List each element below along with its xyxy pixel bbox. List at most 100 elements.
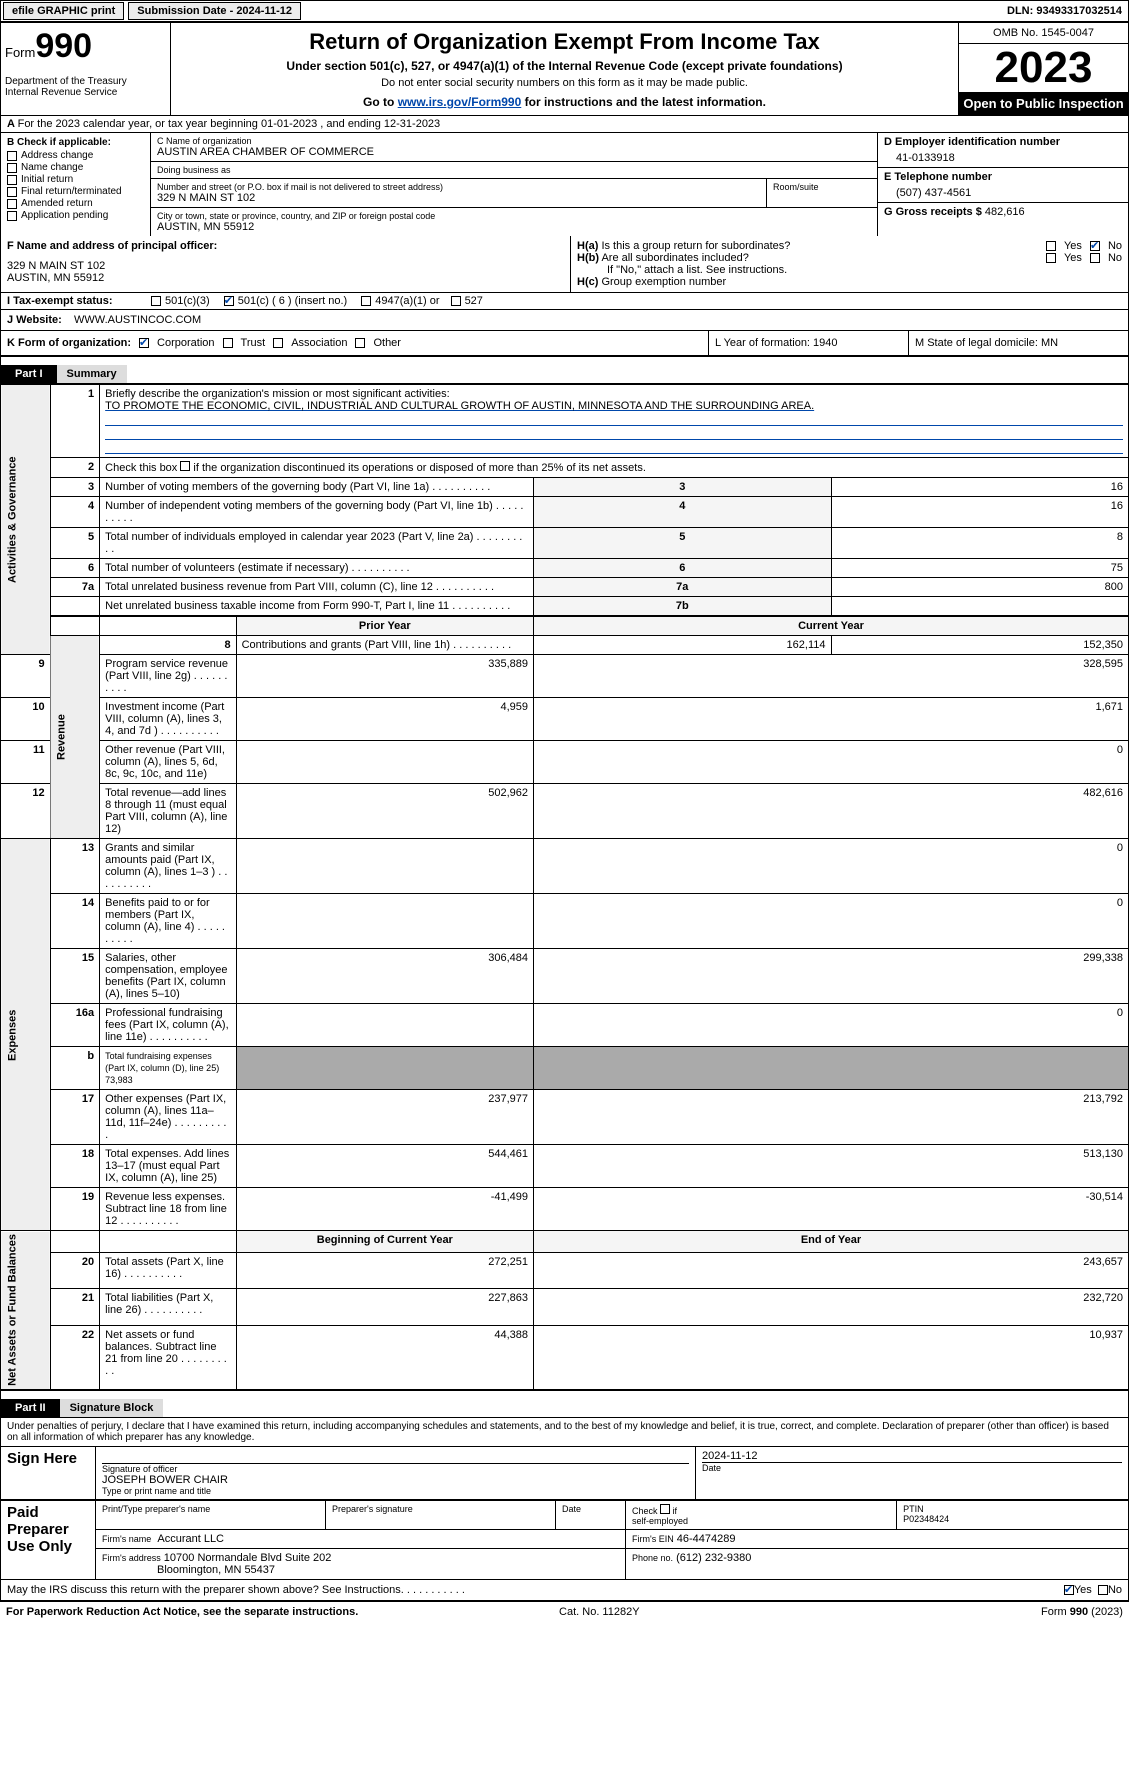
amt-prior: 502,962 <box>236 784 533 839</box>
ptin-value: P02348424 <box>903 1514 949 1524</box>
hb-yes-checkbox[interactable] <box>1046 253 1056 263</box>
amt-curr: 0 <box>534 1004 1129 1047</box>
date-label: Date <box>702 1463 1122 1473</box>
ha-no-checkbox[interactable] <box>1090 241 1100 251</box>
amt-curr: -30,514 <box>534 1188 1129 1231</box>
amt-prior: 227,863 <box>236 1289 533 1325</box>
chk-name-change[interactable]: Name change <box>7 162 144 173</box>
city-label: City or town, state or province, country… <box>157 211 871 221</box>
j-label: J Website: <box>7 314 62 326</box>
section-c: C Name of organization AUSTIN AREA CHAMB… <box>151 133 878 236</box>
room-label: Room/suite <box>773 182 871 192</box>
signature-table: Sign Here Signature of officer JOSEPH BO… <box>0 1446 1129 1500</box>
irs-link[interactable]: www.irs.gov/Form990 <box>398 95 522 109</box>
line-a-text: For the 2023 calendar year, or tax year … <box>18 118 441 130</box>
section-h: H(a) Is this a group return for subordin… <box>571 236 1128 292</box>
discuss-yes-checkbox[interactable] <box>1064 1585 1074 1595</box>
firm-ein: 46-4474289 <box>677 1533 736 1545</box>
firm-addr1: 10700 Normandale Blvd Suite 202 <box>164 1552 332 1564</box>
hb-no-checkbox[interactable] <box>1090 253 1100 263</box>
gov-row: 6Total number of volunteers (estimate if… <box>1 559 1129 578</box>
row-val <box>831 597 1129 617</box>
discuss-no-checkbox[interactable] <box>1098 1585 1108 1595</box>
row-text: Grants and similar amounts paid (Part IX… <box>100 839 236 894</box>
chk-527[interactable] <box>451 296 461 306</box>
chk-application-pending[interactable]: Application pending <box>7 210 144 221</box>
section-d-e-g: D Employer identification number 41-0133… <box>878 133 1128 236</box>
gov-row: 5Total number of individuals employed in… <box>1 528 1129 559</box>
chk-other[interactable] <box>355 338 365 348</box>
vert-expenses: Expenses <box>1 839 51 1231</box>
no-label: No <box>1108 252 1122 264</box>
org-name-label: C Name of organization <box>157 136 871 146</box>
chk-trust[interactable] <box>223 338 233 348</box>
row-text: Net assets or fund balances. Subtract li… <box>100 1325 236 1389</box>
ha-yes-checkbox[interactable] <box>1046 241 1056 251</box>
amt-curr: 10,937 <box>534 1325 1129 1389</box>
l-year-formation: L Year of formation: 1940 <box>708 331 908 355</box>
gov-row: 4Number of independent voting members of… <box>1 497 1129 528</box>
discuss-question: May the IRS discuss this return with the… <box>7 1584 1064 1596</box>
row-val: 75 <box>831 559 1129 578</box>
checkbox-icon[interactable] <box>7 175 17 185</box>
checkbox-icon[interactable] <box>7 199 17 209</box>
row-text: Investment income (Part VIII, column (A)… <box>100 698 236 741</box>
firm-addr2: Bloomington, MN 55437 <box>157 1564 275 1576</box>
row-val: 8 <box>831 528 1129 559</box>
firm-ein-label: Firm's EIN <box>632 1534 674 1544</box>
dln-label: DLN: 93493317032514 <box>1007 5 1128 17</box>
part-i-title: Summary <box>57 365 127 383</box>
checkbox-icon[interactable] <box>7 211 17 221</box>
row-j-website: J Website: WWW.AUSTINCOC.COM <box>0 310 1129 331</box>
chk-4947[interactable] <box>361 296 371 306</box>
amt-prior: 4,959 <box>236 698 533 741</box>
firm-name-label: Firm's name <box>102 1534 151 1544</box>
sign-here-label: Sign Here <box>1 1446 96 1499</box>
form-footer-label: Form 990 (2023) <box>1041 1606 1123 1618</box>
ein-label: D Employer identification number <box>884 136 1122 148</box>
row-text: Total unrelated business revenue from Pa… <box>100 578 534 597</box>
checkbox-icon[interactable] <box>7 187 17 197</box>
gross-value: 482,616 <box>985 206 1025 218</box>
form-header: Form990 Department of the Treasury Inter… <box>0 22 1129 116</box>
chk-amended-return[interactable]: Amended return <box>7 198 144 209</box>
chk-501c3[interactable] <box>151 296 161 306</box>
hdr-prior: Prior Year <box>236 616 533 636</box>
page-footer: For Paperwork Reduction Act Notice, see … <box>0 1601 1129 1622</box>
chk-final-return[interactable]: Final return/terminated <box>7 186 144 197</box>
row-text: Total revenue—add lines 8 through 11 (mu… <box>100 784 236 839</box>
chk-discontinued[interactable] <box>180 461 190 471</box>
efile-print-button[interactable]: efile GRAPHIC print <box>3 2 124 20</box>
chk-corp[interactable] <box>139 338 149 348</box>
gov-row: Net unrelated business taxable income fr… <box>1 597 1129 617</box>
amt-prior <box>236 894 533 949</box>
chk-address-change[interactable]: Address change <box>7 150 144 161</box>
form-goto: Go to www.irs.gov/Form990 for instructio… <box>177 95 952 109</box>
row-text: Total expenses. Add lines 13–17 (must eq… <box>100 1145 236 1188</box>
street-value: 329 N MAIN ST 102 <box>157 192 760 204</box>
amt-curr: 213,792 <box>534 1090 1129 1145</box>
sign-date: 2024-11-12 <box>702 1450 1122 1463</box>
row-text: Number of voting members of the governin… <box>100 478 534 497</box>
row-num: 2 <box>50 458 100 478</box>
paid-preparer-table: Paid Preparer Use Only Print/Type prepar… <box>0 1500 1129 1580</box>
row-text: Program service revenue (Part VIII, line… <box>100 655 236 698</box>
checkbox-icon[interactable] <box>7 163 17 173</box>
gov-row: 3Number of voting members of the governi… <box>1 478 1129 497</box>
row-num: 1 <box>50 385 100 458</box>
row-text: Benefits paid to or for members (Part IX… <box>100 894 236 949</box>
preparer-name-label: Print/Type preparer's name <box>96 1500 326 1529</box>
checkbox-icon[interactable] <box>7 151 17 161</box>
chk-501c[interactable] <box>224 296 234 306</box>
amt-curr: 482,616 <box>534 784 1129 839</box>
chk-self-employed[interactable] <box>660 1504 670 1514</box>
tax-year: 2023 <box>959 44 1128 92</box>
submission-date-button[interactable]: Submission Date - 2024-11-12 <box>128 2 301 20</box>
chk-initial-return[interactable]: Initial return <box>7 174 144 185</box>
department-label: Department of the Treasury Internal Reve… <box>5 76 166 98</box>
chk-assoc[interactable] <box>273 338 283 348</box>
form-title: Return of Organization Exempt From Incom… <box>177 29 952 55</box>
form-ssn-note: Do not enter social security numbers on … <box>177 77 952 89</box>
preparer-date-label: Date <box>556 1500 626 1529</box>
firm-phone-label: Phone no. <box>632 1553 673 1563</box>
